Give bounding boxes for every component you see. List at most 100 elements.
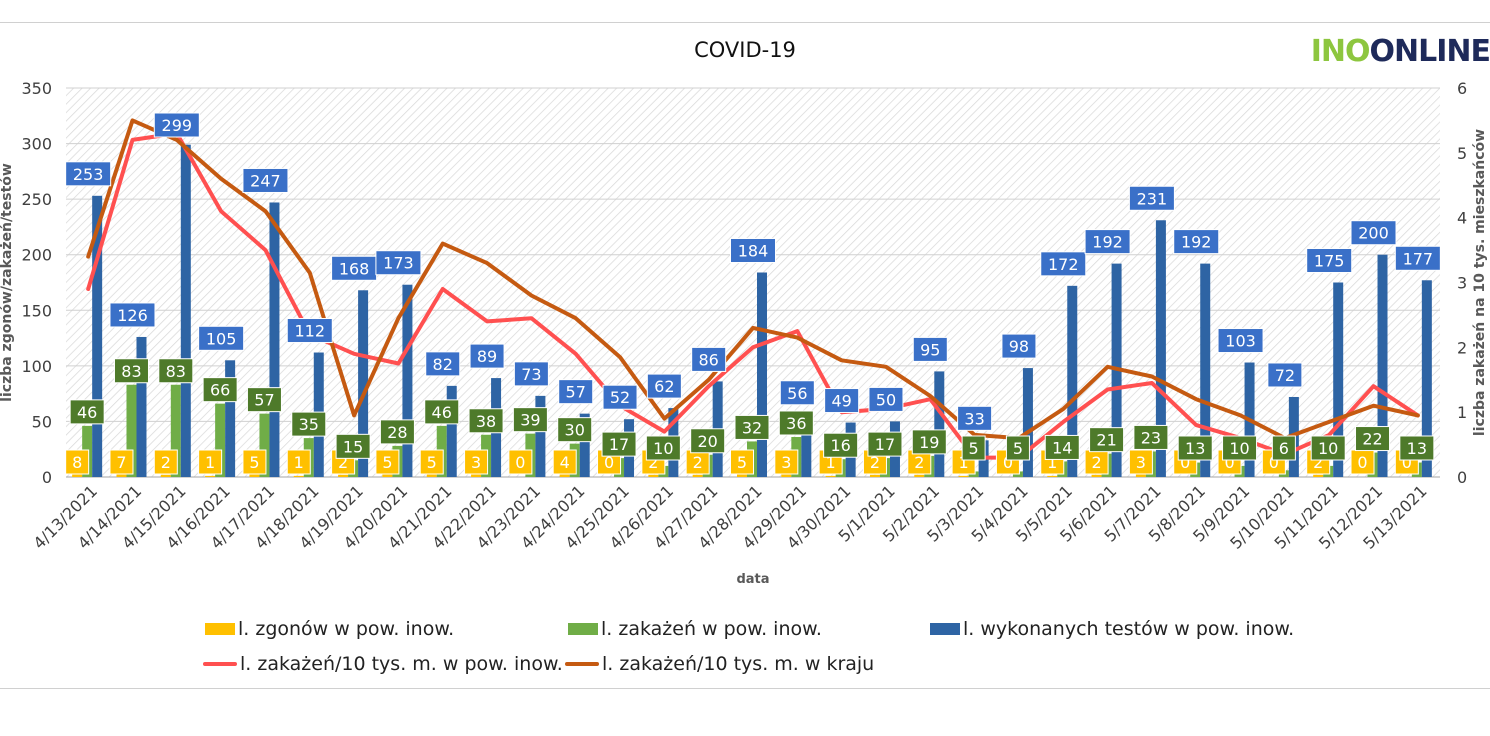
tests-bar xyxy=(225,360,236,477)
deaths-data-label-box xyxy=(286,449,311,475)
deaths-data-label-text: 2 xyxy=(161,453,171,472)
y-tick-label: 0 xyxy=(42,468,52,487)
infections-data-label: 83 xyxy=(158,358,194,384)
tests-data-label-text: 33 xyxy=(964,409,984,428)
tests-data-label-box xyxy=(1001,333,1037,359)
tests-data-label-box xyxy=(1128,185,1175,211)
infections-data-label-box xyxy=(424,399,460,425)
infections-data-label: 5 xyxy=(961,435,986,461)
tests-data-label: 95 xyxy=(912,336,948,362)
deaths-data-label: 0 xyxy=(1350,449,1375,475)
infections-data-label: 23 xyxy=(1133,424,1169,450)
tests-bar xyxy=(1022,368,1033,477)
infections-data-label: 13 xyxy=(1177,435,1213,461)
infections-data-label-text: 23 xyxy=(1141,428,1161,447)
infections-data-label-text: 46 xyxy=(432,403,452,422)
tests-data-label-box xyxy=(730,237,776,263)
legend-swatch-deaths xyxy=(205,623,235,635)
tests-data-label-box xyxy=(1217,328,1264,354)
infections-data-label: 28 xyxy=(379,419,415,445)
tests-data-label-box xyxy=(1267,362,1303,388)
tests-data-label: 184 xyxy=(730,237,776,263)
deaths-data-label-box xyxy=(65,449,90,475)
infections-data-label-box xyxy=(1044,434,1080,460)
tests-data-label-text: 299 xyxy=(162,116,193,135)
deaths-data-label-text: 2 xyxy=(338,453,348,472)
y-tick-label: 100 xyxy=(21,357,52,376)
tests-bar xyxy=(1421,280,1432,477)
deaths-data-label-text: 5 xyxy=(382,453,392,472)
tests-bar xyxy=(92,195,103,477)
tests-data-label: 62 xyxy=(646,373,682,399)
deaths-data-label: 5 xyxy=(375,449,400,475)
y-tick-label: 50 xyxy=(32,412,52,431)
tests-bar xyxy=(757,272,767,477)
deaths-data-label: 2 xyxy=(1084,449,1109,475)
infections-data-label: 5 xyxy=(1005,435,1030,461)
deaths-data-label-box xyxy=(153,449,178,475)
tests-bar xyxy=(358,290,369,477)
tests-data-label-text: 95 xyxy=(920,340,940,359)
infections-data-label-text: 10 xyxy=(653,439,673,458)
infections-data-label-box xyxy=(1133,424,1169,450)
infections-data-label-text: 5 xyxy=(969,439,979,458)
tests-data-label-text: 184 xyxy=(738,241,769,260)
y2-tick-label: 0 xyxy=(1457,468,1467,487)
infections-data-label-box xyxy=(113,358,149,384)
tests-data-label-text: 112 xyxy=(295,322,326,341)
deaths-data-label-text: 1 xyxy=(205,453,215,472)
deaths-bar xyxy=(914,474,925,477)
infections-data-label: 83 xyxy=(113,358,149,384)
infections-data-label: 14 xyxy=(1044,434,1080,460)
tests-data-label-text: 192 xyxy=(1092,233,1123,252)
infections-data-label-box xyxy=(1222,435,1258,461)
deaths-bar xyxy=(205,475,216,477)
tests-data-label-text: 172 xyxy=(1048,255,1079,274)
infections-data-label: 19 xyxy=(911,429,947,455)
deaths-data-label-box xyxy=(109,449,134,475)
tests-data-label-text: 175 xyxy=(1314,252,1345,271)
deaths-data-label-text: 3 xyxy=(781,453,791,472)
infections-data-label: 17 xyxy=(601,431,637,457)
infections-data-label-box xyxy=(246,387,282,413)
tests-data-label-text: 168 xyxy=(339,259,370,278)
tests-data-label-text: 247 xyxy=(250,171,281,190)
tests-bar xyxy=(1155,220,1166,477)
infections-data-label-text: 17 xyxy=(609,435,629,454)
infections-data-label-box xyxy=(1399,435,1435,461)
tests-data-label: 253 xyxy=(65,161,112,187)
tests-data-label: 299 xyxy=(153,112,200,138)
infections-data-label-text: 38 xyxy=(476,412,496,431)
deaths-data-label: 5 xyxy=(419,449,444,475)
tests-data-label-box xyxy=(558,379,594,405)
tests-data-label-text: 89 xyxy=(477,347,497,366)
deaths-data-label-box xyxy=(242,449,267,475)
infections-data-label-box xyxy=(911,429,947,455)
deaths-data-label: 1 xyxy=(286,449,311,475)
tests-data-label-text: 103 xyxy=(1225,332,1256,351)
legend-item-infections: l. zakażeń w pow. inow. xyxy=(568,618,822,640)
infections-data-label: 46 xyxy=(69,399,105,425)
infections-data-label-box xyxy=(335,433,371,459)
tests-data-label-text: 177 xyxy=(1403,249,1434,268)
y2-tick-label: 6 xyxy=(1457,79,1467,98)
deaths-data-label-text: 0 xyxy=(1003,453,1013,472)
tests-data-label-box xyxy=(513,361,549,387)
tests-data-label: 192 xyxy=(1084,229,1131,255)
infections-data-label: 6 xyxy=(1271,435,1296,461)
deaths-data-label: 3 xyxy=(464,449,489,475)
tests-bar xyxy=(1333,282,1344,477)
deaths-data-label-text: 7 xyxy=(116,453,126,472)
infections-data-label-text: 16 xyxy=(830,436,850,455)
tests-data-label-box xyxy=(469,343,505,369)
legend-swatch-county-rate xyxy=(203,662,237,666)
y2-tick-label: 5 xyxy=(1457,144,1467,163)
legend-swatch-tests xyxy=(930,623,960,635)
tests-data-label-text: 253 xyxy=(73,165,104,184)
deaths-data-label: 3 xyxy=(1128,449,1153,475)
deaths-data-label-text: 2 xyxy=(914,453,924,472)
infections-data-label-text: 6 xyxy=(1279,439,1289,458)
infections-data-label-text: 19 xyxy=(919,433,939,452)
deaths-bar xyxy=(781,473,792,477)
tests-data-label: 172 xyxy=(1040,251,1087,277)
